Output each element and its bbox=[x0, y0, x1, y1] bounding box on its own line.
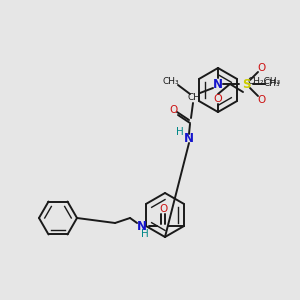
Text: O: O bbox=[159, 204, 167, 214]
Text: O: O bbox=[257, 95, 265, 105]
Text: CH: CH bbox=[188, 94, 200, 103]
Text: O: O bbox=[257, 63, 265, 73]
Text: N: N bbox=[213, 77, 223, 91]
Text: CH₃: CH₃ bbox=[264, 80, 280, 88]
Text: S: S bbox=[242, 77, 250, 91]
Text: CH₂CH₃: CH₂CH₃ bbox=[247, 77, 280, 86]
Text: H: H bbox=[176, 127, 184, 137]
Text: H: H bbox=[141, 229, 149, 239]
Text: O: O bbox=[169, 105, 177, 115]
Text: N: N bbox=[184, 131, 194, 145]
Text: CH₃: CH₃ bbox=[163, 76, 179, 85]
Text: O: O bbox=[214, 94, 222, 104]
Text: N: N bbox=[137, 220, 147, 232]
